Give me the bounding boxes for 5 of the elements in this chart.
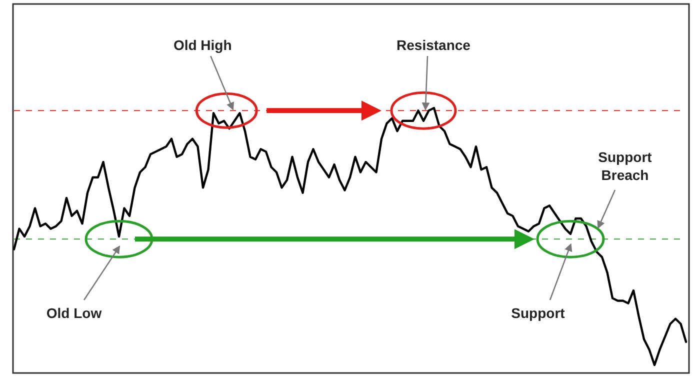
text: Resistance xyxy=(396,37,471,53)
text: Old High xyxy=(173,37,232,53)
annotation: Support xyxy=(511,305,566,321)
annotation: Old Low xyxy=(46,305,102,321)
annotation: Support Breach xyxy=(598,149,652,183)
